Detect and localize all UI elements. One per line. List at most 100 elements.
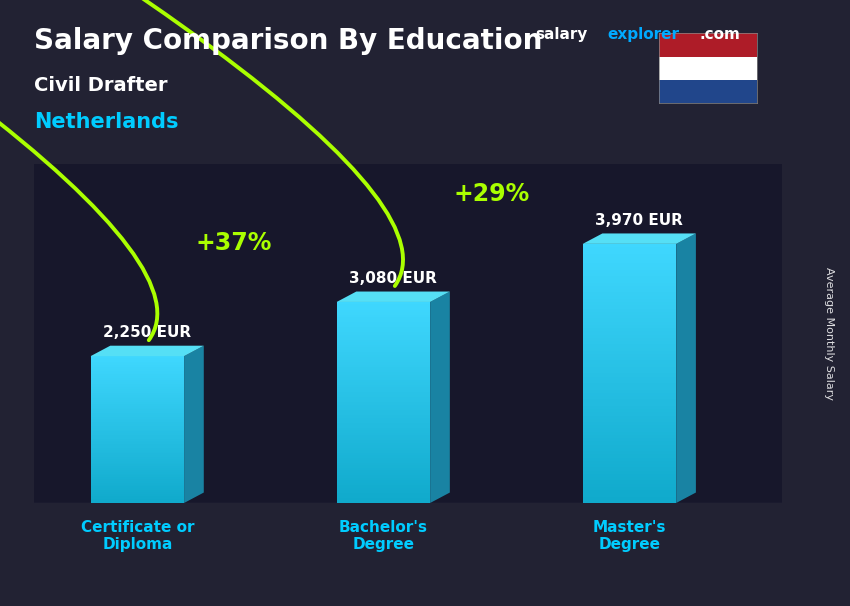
Polygon shape (91, 373, 184, 375)
Polygon shape (91, 407, 184, 410)
Polygon shape (91, 358, 184, 360)
Bar (659, 56, 756, 80)
Polygon shape (583, 461, 677, 464)
Polygon shape (337, 435, 430, 438)
Polygon shape (91, 441, 184, 442)
Polygon shape (91, 421, 184, 422)
Polygon shape (337, 312, 430, 315)
Polygon shape (91, 494, 184, 496)
Polygon shape (583, 380, 677, 383)
Text: .com: .com (700, 27, 740, 42)
Polygon shape (583, 393, 677, 396)
Polygon shape (583, 454, 677, 458)
Polygon shape (337, 400, 430, 402)
Polygon shape (583, 387, 677, 390)
Polygon shape (583, 487, 677, 490)
Polygon shape (583, 260, 677, 264)
Polygon shape (583, 458, 677, 461)
Bar (659, 33, 756, 56)
Polygon shape (91, 450, 184, 451)
Polygon shape (337, 413, 430, 415)
Polygon shape (583, 425, 677, 428)
Polygon shape (583, 399, 677, 402)
Polygon shape (91, 492, 184, 494)
Polygon shape (91, 433, 184, 435)
Polygon shape (337, 402, 430, 405)
Polygon shape (583, 318, 677, 322)
Polygon shape (337, 352, 430, 355)
Polygon shape (337, 438, 430, 440)
Polygon shape (91, 387, 184, 389)
Polygon shape (583, 383, 677, 387)
Polygon shape (337, 342, 430, 345)
Text: 3,080 EUR: 3,080 EUR (349, 271, 437, 286)
Polygon shape (583, 451, 677, 454)
Polygon shape (583, 279, 677, 283)
Polygon shape (337, 382, 430, 385)
Polygon shape (583, 370, 677, 373)
Polygon shape (91, 405, 184, 407)
Polygon shape (337, 358, 430, 360)
Polygon shape (583, 431, 677, 435)
Polygon shape (337, 319, 430, 322)
Polygon shape (583, 471, 677, 474)
Polygon shape (337, 470, 430, 473)
Polygon shape (583, 361, 677, 364)
Polygon shape (91, 476, 184, 478)
Polygon shape (337, 330, 430, 332)
Polygon shape (337, 360, 430, 362)
Polygon shape (337, 428, 430, 430)
Polygon shape (337, 498, 430, 501)
Polygon shape (583, 364, 677, 367)
Polygon shape (91, 474, 184, 476)
Polygon shape (337, 339, 430, 342)
Polygon shape (583, 402, 677, 406)
Polygon shape (91, 468, 184, 470)
Polygon shape (583, 448, 677, 451)
Polygon shape (337, 450, 430, 453)
Polygon shape (337, 461, 430, 463)
Polygon shape (583, 496, 677, 500)
Polygon shape (583, 328, 677, 331)
Polygon shape (583, 474, 677, 477)
Polygon shape (337, 448, 430, 450)
Polygon shape (91, 435, 184, 437)
Polygon shape (583, 264, 677, 267)
Polygon shape (337, 302, 430, 304)
Polygon shape (337, 362, 430, 365)
Polygon shape (91, 411, 184, 413)
Polygon shape (583, 335, 677, 338)
Polygon shape (337, 291, 450, 302)
Polygon shape (91, 404, 184, 405)
Polygon shape (583, 312, 677, 315)
Polygon shape (91, 453, 184, 455)
Polygon shape (91, 470, 184, 472)
Polygon shape (91, 488, 184, 490)
Polygon shape (583, 347, 677, 351)
Polygon shape (91, 437, 184, 439)
Polygon shape (583, 416, 677, 419)
Polygon shape (583, 315, 677, 318)
Polygon shape (583, 500, 677, 503)
Polygon shape (337, 478, 430, 481)
Polygon shape (91, 362, 184, 364)
Polygon shape (91, 393, 184, 395)
Polygon shape (583, 396, 677, 399)
Polygon shape (91, 385, 184, 387)
Polygon shape (583, 351, 677, 354)
Text: Netherlands: Netherlands (34, 112, 178, 132)
Polygon shape (337, 355, 430, 358)
Polygon shape (91, 472, 184, 474)
Polygon shape (583, 412, 677, 416)
Polygon shape (337, 440, 430, 442)
Polygon shape (91, 413, 184, 415)
Polygon shape (337, 317, 430, 319)
Polygon shape (337, 304, 430, 307)
Polygon shape (583, 477, 677, 481)
Polygon shape (337, 398, 430, 400)
Polygon shape (677, 233, 696, 503)
Polygon shape (91, 365, 184, 367)
Polygon shape (337, 425, 430, 428)
Polygon shape (91, 485, 184, 487)
Polygon shape (583, 322, 677, 325)
